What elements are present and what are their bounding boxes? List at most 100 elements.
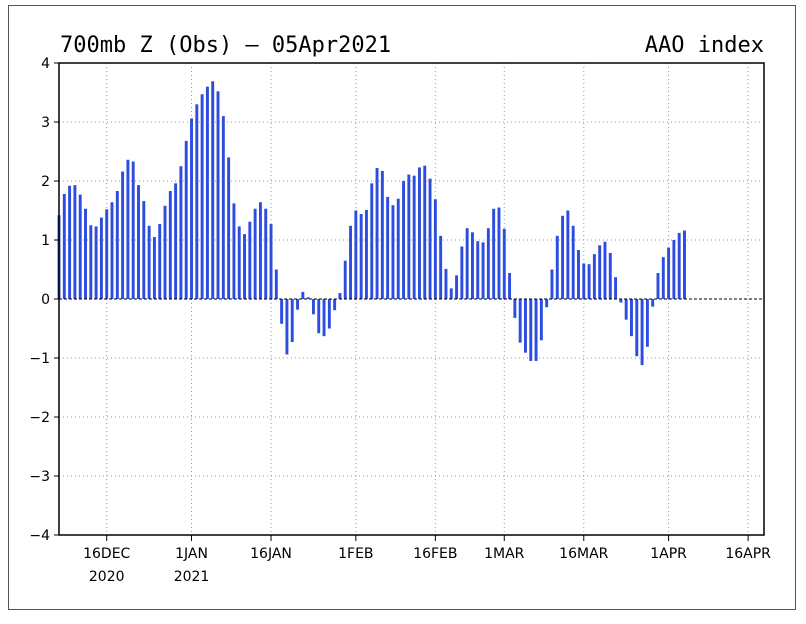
y-tick-label: −1 [29,351,50,367]
bar [529,299,533,361]
bar [391,205,395,299]
bar [370,183,374,299]
bar [539,299,543,341]
bar [168,191,172,299]
x-tick-label: 16JAN [250,546,292,562]
bar [608,252,612,299]
bar [274,269,278,299]
y-tick-label: 0 [41,292,50,308]
bar [137,185,140,299]
bar [375,168,379,299]
bar [492,208,496,299]
bar [359,214,363,299]
bar [269,224,273,299]
bar [306,297,310,299]
y-axis: 4 3 2 1 0 −1 −2 −3 −4 [29,56,59,544]
bar [502,228,506,299]
bar [216,91,220,299]
bar [110,202,114,299]
bar [635,299,639,357]
bar [105,209,109,299]
bar [290,299,294,343]
bar [126,159,130,299]
bar [672,240,676,299]
chart-title-left: 700mb Z (Obs) — 05Apr2021 [60,33,391,58]
bar [327,299,331,329]
x-tick-year-label: 2021 [174,569,210,585]
bar [656,273,660,299]
bar [577,250,580,299]
bar [481,242,485,299]
bar [571,225,575,299]
bar [524,299,527,353]
bar [211,81,215,299]
bar [407,174,411,299]
bar [449,288,453,299]
y-tick-label: 1 [41,233,50,249]
bar [683,230,686,299]
bar [417,167,421,299]
y-tick-label: −4 [29,528,50,544]
x-axis: 16DEC 2020 1JAN 2021 16JAN 1FEB 16FEB 1MAR 16MAR… [83,535,771,585]
bar [174,183,178,299]
bar [317,299,321,334]
x-tick-label: 1APR [650,546,687,562]
bar [614,277,618,299]
bar [243,234,246,299]
bar [651,299,655,307]
bar [78,194,82,299]
bar [195,104,199,299]
bar [264,208,268,299]
bar [486,228,490,299]
bar [280,299,284,324]
x-tick-label: 1JAN [175,546,208,562]
bar [205,86,209,299]
bar [402,181,406,299]
chart-title-right: AAO index [645,33,764,58]
bar [73,185,77,299]
bar [428,178,432,299]
bar [147,225,151,299]
x-tick-label: 1MAR [484,546,525,562]
bar [471,232,474,299]
bar [349,225,352,299]
figure-frame [8,5,796,610]
bar [460,246,464,299]
bar [592,254,596,299]
bar [343,260,347,299]
bar [603,241,607,299]
y-tick-label: 4 [41,56,50,72]
bar [179,166,183,299]
bar [84,208,87,299]
bar [62,193,66,299]
x-tick-label: 16MAR [559,546,608,562]
bar [677,232,681,299]
bar [455,275,459,299]
bar [667,247,671,299]
bar [439,235,443,299]
bar [338,293,342,299]
bar [582,263,586,299]
bar [184,140,188,299]
bar [232,203,236,299]
bar [158,224,162,299]
y-tick-label: 2 [41,174,50,190]
x-tick-label: 1FEB [338,546,373,562]
bar [163,205,167,299]
bar [513,299,517,318]
bar [476,241,480,299]
bar [94,226,98,299]
bar [587,264,591,299]
bar [630,299,633,337]
bar [200,94,204,300]
bar [190,118,193,300]
y-tick-label: −3 [29,469,50,485]
x-tick-label: 16DEC [83,546,130,562]
bar [237,226,241,299]
y-tick-label: 3 [41,115,50,131]
bar [545,299,549,308]
bar [386,196,390,299]
bar [311,299,315,315]
bar [253,208,257,299]
